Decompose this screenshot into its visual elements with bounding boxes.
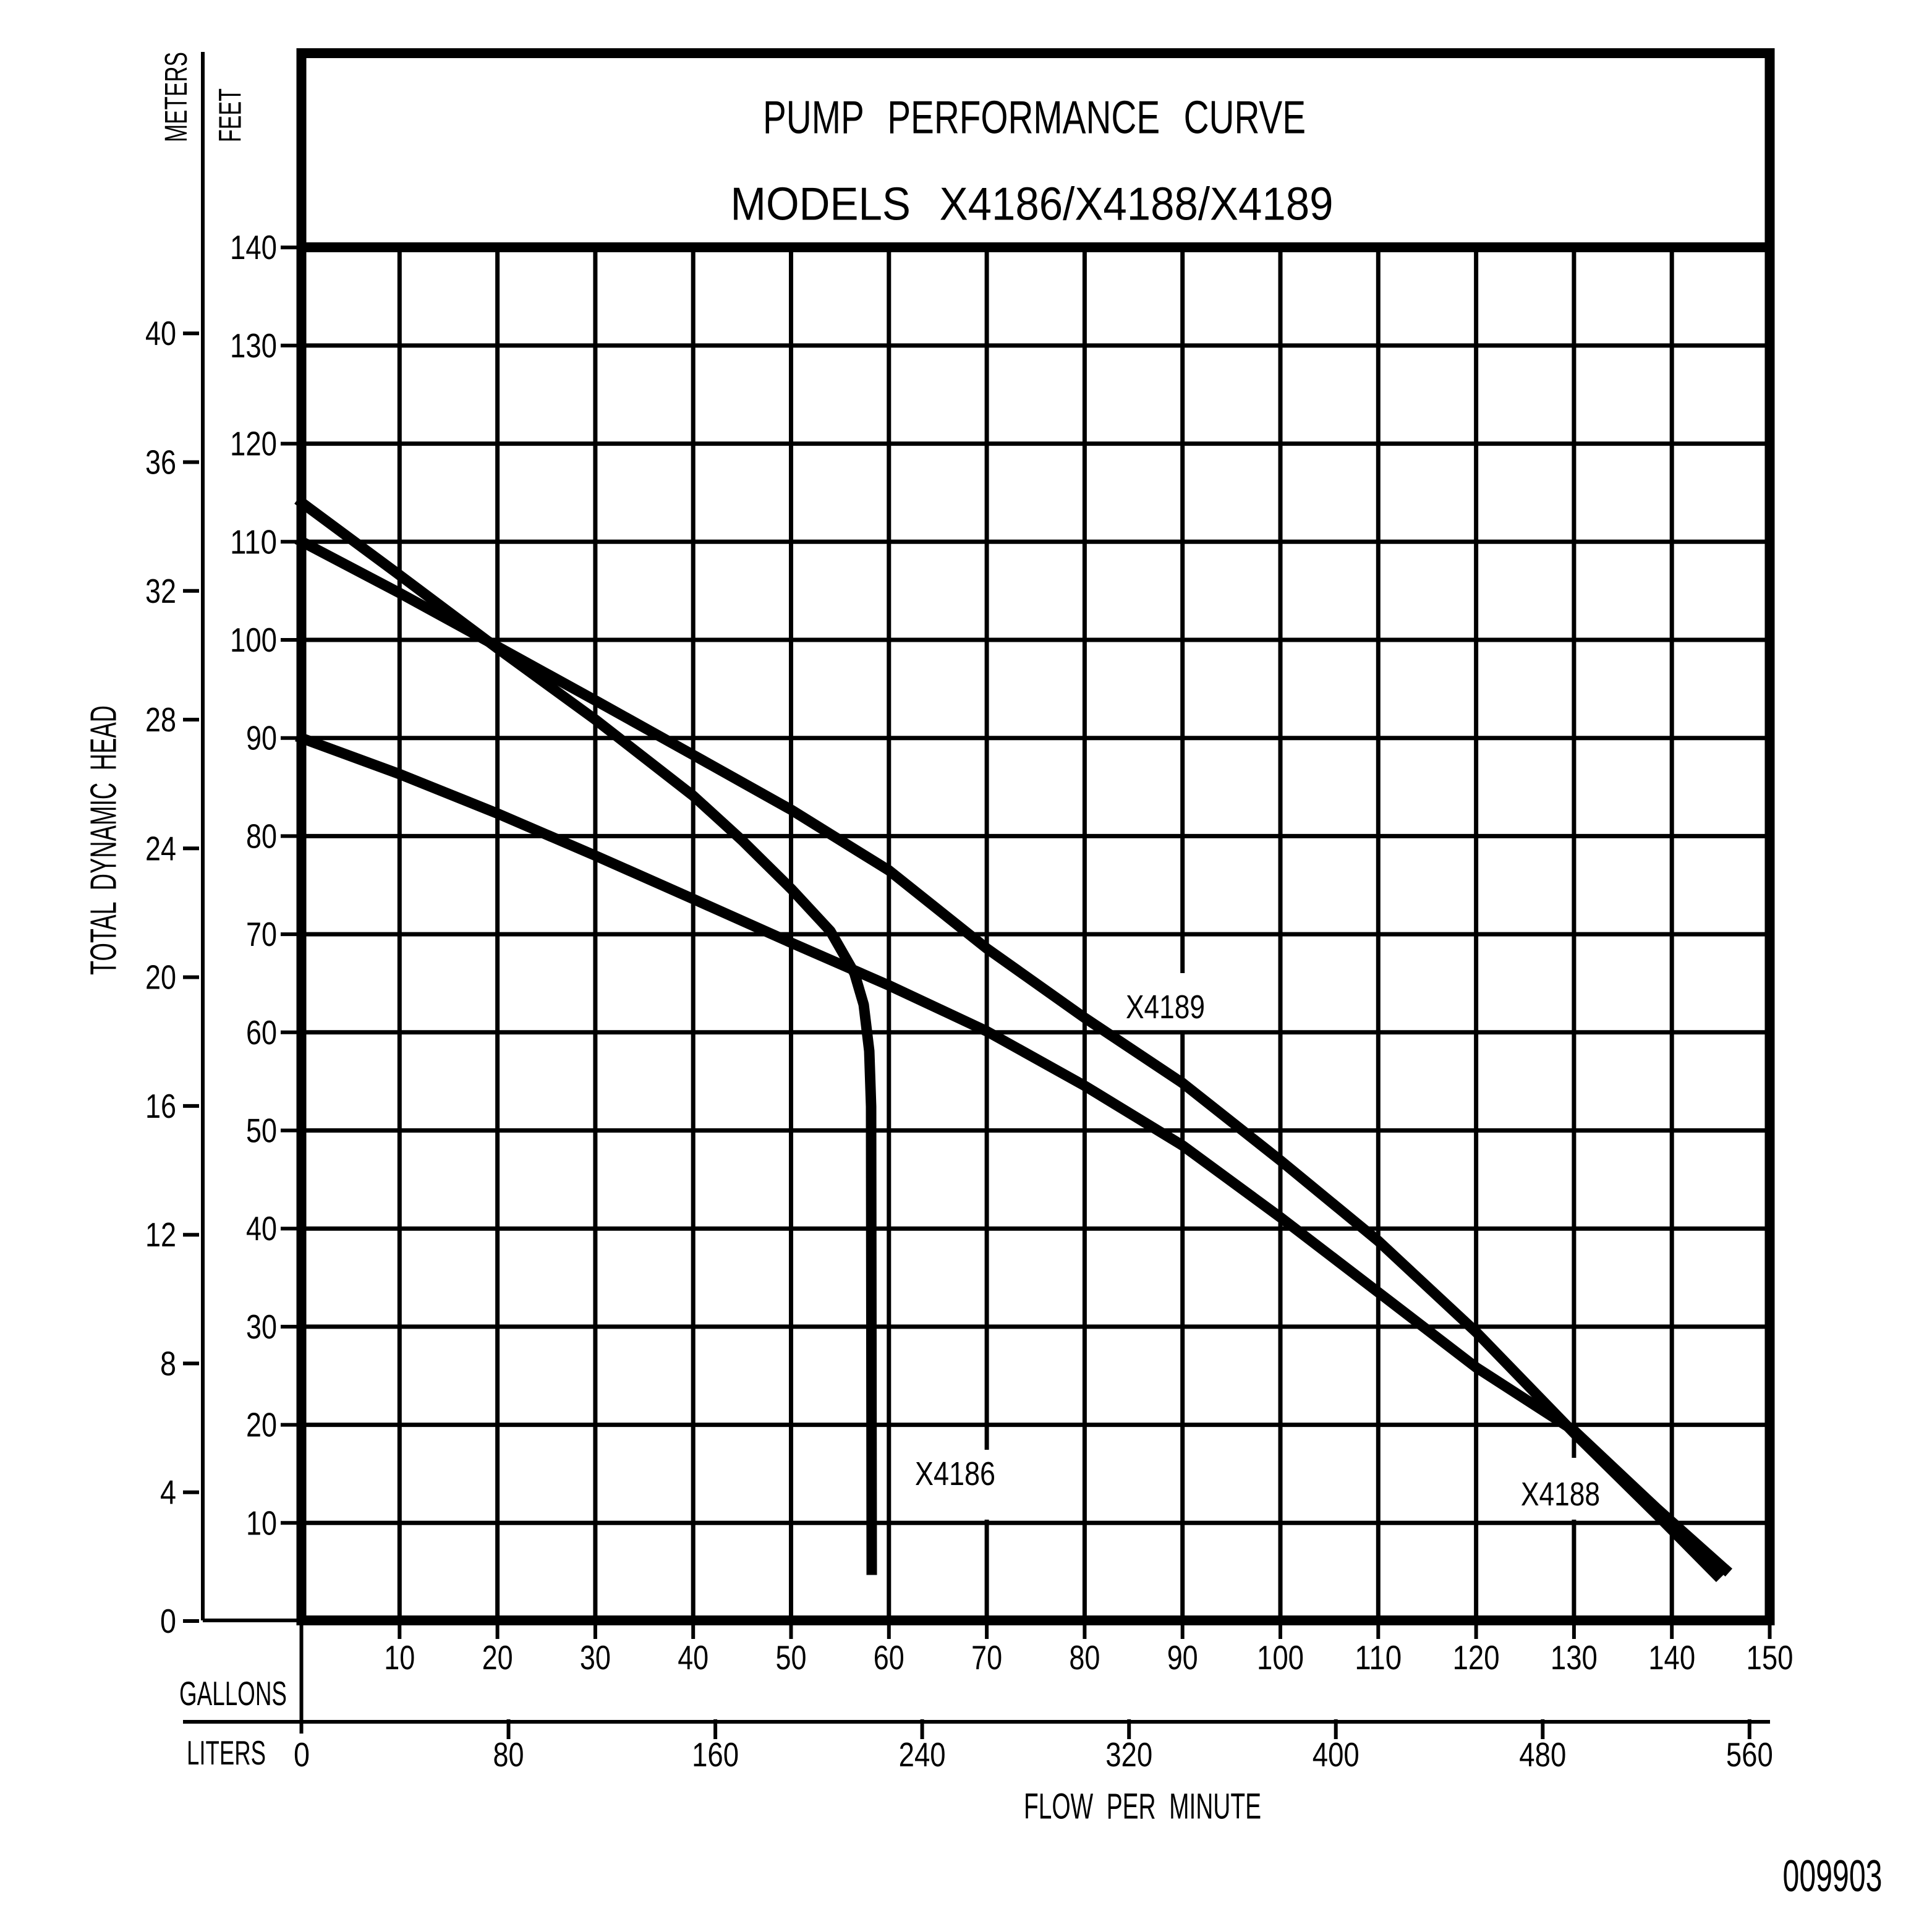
svg-text:100: 100 [1257, 1638, 1304, 1677]
svg-text:0: 0 [160, 1602, 176, 1640]
svg-text:90: 90 [1167, 1638, 1198, 1677]
svg-text:4: 4 [160, 1473, 176, 1512]
svg-text:140: 140 [230, 228, 277, 266]
svg-text:400: 400 [1313, 1735, 1360, 1774]
svg-text:20: 20 [246, 1406, 277, 1444]
svg-text:240: 240 [899, 1735, 946, 1774]
svg-text:LITERS: LITERS [187, 1734, 266, 1772]
svg-text:60: 60 [246, 1013, 277, 1052]
svg-text:60: 60 [874, 1638, 904, 1677]
svg-text:0: 0 [294, 1735, 310, 1774]
svg-text:10: 10 [246, 1504, 277, 1542]
svg-text:50: 50 [246, 1112, 277, 1150]
svg-text:10: 10 [384, 1638, 415, 1677]
svg-text:100: 100 [230, 621, 277, 659]
svg-text:009903: 009903 [1783, 1852, 1883, 1901]
svg-text:PUMP PERFORMANCE CURVE: PUMP PERFORMANCE CURVE [763, 91, 1306, 143]
svg-text:40: 40 [246, 1209, 277, 1248]
svg-text:X4188: X4188 [1521, 1476, 1600, 1513]
svg-text:30: 30 [246, 1308, 277, 1346]
svg-text:28: 28 [145, 700, 176, 739]
svg-text:FEET: FEET [213, 88, 248, 142]
svg-text:METERS: METERS [158, 52, 194, 142]
svg-text:130: 130 [1551, 1638, 1598, 1677]
svg-text:24: 24 [145, 829, 176, 867]
svg-text:140: 140 [1648, 1638, 1695, 1677]
svg-text:40: 40 [145, 314, 176, 352]
svg-text:GALLONS: GALLONS [179, 1674, 287, 1713]
svg-text:110: 110 [230, 522, 277, 561]
svg-text:130: 130 [230, 326, 277, 365]
svg-text:20: 20 [482, 1638, 513, 1677]
svg-text:70: 70 [246, 915, 277, 953]
svg-text:560: 560 [1726, 1735, 1773, 1774]
svg-text:90: 90 [246, 719, 277, 757]
svg-text:120: 120 [230, 425, 277, 463]
svg-text:12: 12 [145, 1215, 176, 1254]
svg-text:30: 30 [580, 1638, 611, 1677]
svg-text:20: 20 [145, 958, 176, 997]
svg-text:80: 80 [246, 817, 277, 855]
svg-text:32: 32 [145, 572, 176, 610]
svg-text:70: 70 [971, 1638, 1002, 1677]
svg-text:110: 110 [1355, 1638, 1402, 1677]
svg-text:480: 480 [1519, 1735, 1566, 1774]
svg-text:X4189: X4189 [1126, 989, 1205, 1026]
svg-text:50: 50 [776, 1638, 807, 1677]
svg-text:16: 16 [145, 1087, 176, 1125]
svg-text:150: 150 [1747, 1638, 1794, 1677]
svg-text:320: 320 [1105, 1735, 1152, 1774]
svg-text:120: 120 [1453, 1638, 1500, 1677]
svg-text:FLOW PER MINUTE: FLOW PER MINUTE [1024, 1787, 1261, 1827]
svg-text:40: 40 [678, 1638, 709, 1677]
svg-text:X4186: X4186 [915, 1455, 995, 1492]
svg-text:36: 36 [145, 443, 176, 481]
svg-text:80: 80 [493, 1735, 524, 1774]
svg-text:80: 80 [1069, 1638, 1100, 1677]
svg-text:8: 8 [160, 1344, 176, 1382]
svg-text:TOTAL DYNAMIC HEAD: TOTAL DYNAMIC HEAD [83, 705, 124, 975]
svg-text:MODELS X4186/X4188/X4189: MODELS X4186/X4188/X4189 [731, 178, 1334, 230]
svg-text:160: 160 [692, 1735, 739, 1774]
